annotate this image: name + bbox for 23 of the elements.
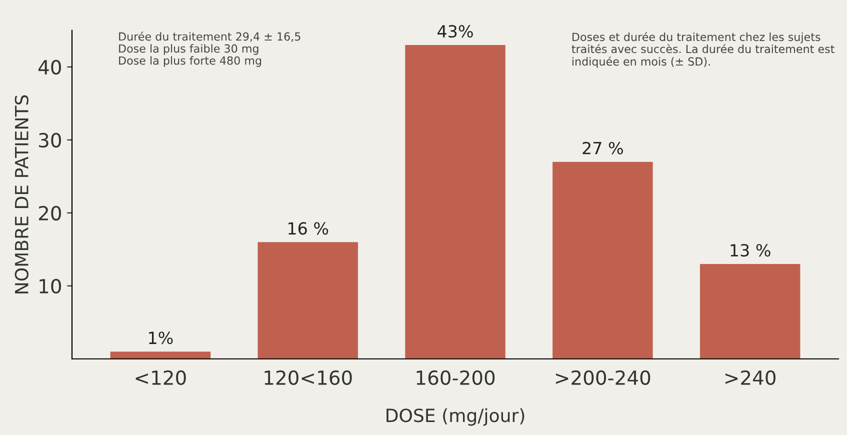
x-tick-label: 120<160 bbox=[264, 370, 352, 386]
annotation: Doses et durée du traitement chez les sujets traités avec succès. La durée du traitement est indiquée en mois (± SD). bbox=[572, 32, 834, 68]
x-axis-title: DOSE (mg/jour) bbox=[386, 408, 524, 426]
y-tick-label: 10 bbox=[40, 278, 61, 294]
y-axis-title: NOMBRE DE PATIENTS bbox=[14, 95, 28, 294]
data-label: 16 % bbox=[288, 222, 328, 235]
bar bbox=[258, 242, 358, 359]
bar bbox=[110, 352, 211, 359]
data-label: 27 % bbox=[582, 142, 623, 154]
bar bbox=[405, 45, 506, 359]
y-tick-label: 30 bbox=[39, 132, 61, 148]
annotation: Durée du traitement 29,4 ± 16,5 Dose la plus faible 30 mg Dose la plus forte 480 mg bbox=[119, 32, 300, 67]
data-label: 13 % bbox=[730, 244, 770, 257]
y-tick-label: 40 bbox=[38, 60, 61, 75]
data-label: 1% bbox=[149, 332, 173, 344]
x-tick-label: <120 bbox=[136, 370, 186, 386]
x-tick-label: >240 bbox=[725, 370, 776, 386]
x-tick-label: >200-240 bbox=[556, 370, 650, 386]
x-tick-label: 160-200 bbox=[416, 370, 495, 386]
y-tick-label: 20 bbox=[38, 206, 61, 221]
data-label: 43% bbox=[438, 25, 473, 38]
bar bbox=[552, 162, 653, 359]
bar bbox=[700, 264, 800, 359]
